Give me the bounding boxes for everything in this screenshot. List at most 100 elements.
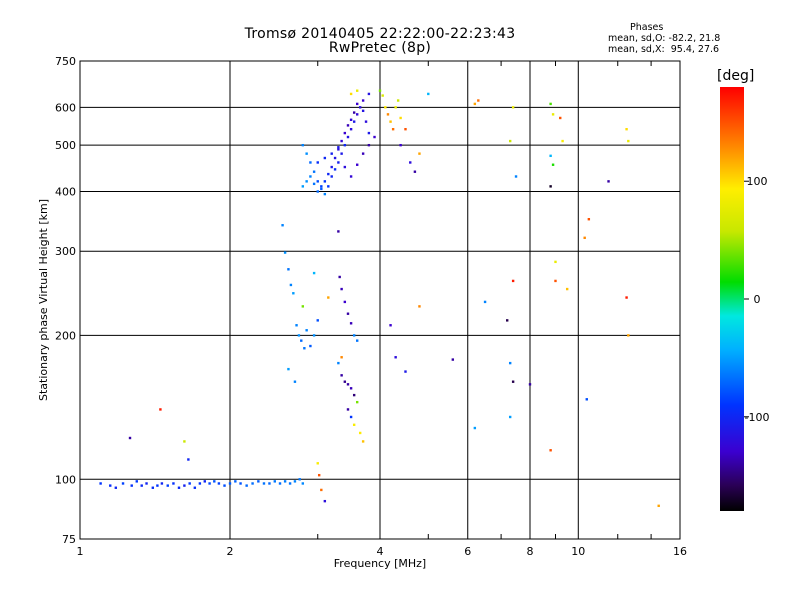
- data-point: [289, 283, 293, 287]
- data-point: [305, 329, 308, 332]
- data-point: [349, 127, 353, 131]
- data-point: [327, 296, 330, 299]
- data-point: [361, 440, 365, 443]
- data-point: [551, 113, 555, 116]
- data-point: [273, 480, 276, 483]
- data-point: [333, 168, 337, 171]
- data-point: [349, 118, 353, 122]
- data-point: [391, 127, 395, 131]
- data-point: [389, 324, 392, 327]
- grid-lines: [80, 61, 680, 539]
- data-point: [317, 473, 321, 477]
- data-point: [355, 102, 359, 106]
- x-tick-label: 1: [77, 545, 84, 558]
- data-point: [323, 156, 327, 160]
- data-point: [228, 482, 232, 485]
- data-point: [337, 146, 340, 149]
- data-point: [293, 480, 297, 483]
- data-point: [554, 260, 557, 264]
- plot-frame: [79, 60, 681, 540]
- data-point: [346, 408, 350, 411]
- data-point: [349, 175, 353, 178]
- data-point: [297, 334, 301, 337]
- data-point: [514, 175, 518, 178]
- data-point: [309, 161, 312, 164]
- data-point: [349, 322, 353, 325]
- data-point: [508, 415, 512, 419]
- data-point: [364, 120, 368, 123]
- data-point: [333, 156, 337, 160]
- data-point: [337, 148, 340, 151]
- data-point: [349, 387, 353, 390]
- data-point: [128, 436, 132, 440]
- data-point: [352, 111, 356, 114]
- x-tick-label: 4: [377, 545, 384, 558]
- data-point: [607, 180, 610, 183]
- data-point: [287, 268, 290, 271]
- data-point: [166, 484, 169, 487]
- data-point: [245, 484, 248, 487]
- data-point: [511, 380, 515, 383]
- data-point: [565, 287, 569, 291]
- data-point: [551, 163, 555, 166]
- data-point: [528, 383, 532, 386]
- data-point: [477, 99, 480, 102]
- data-point: [295, 324, 298, 327]
- data-point: [394, 356, 397, 359]
- data-point: [627, 334, 630, 337]
- data-point: [99, 482, 102, 485]
- y-axis-label: Stationary phase Virtual Height [km]: [37, 199, 50, 401]
- data-point: [587, 218, 591, 221]
- data-point: [483, 300, 487, 304]
- data-point: [251, 482, 254, 485]
- data-point: [361, 109, 365, 113]
- y-tick-label: 200: [55, 329, 76, 342]
- data-point: [343, 143, 347, 147]
- data-point: [625, 127, 628, 131]
- data-point: [549, 102, 552, 106]
- data-point: [298, 478, 301, 481]
- colorbar-ticks: 100 0 -100: [744, 175, 769, 424]
- data-point: [373, 135, 376, 139]
- colorbar-tick-label: 0: [754, 293, 761, 306]
- data-point: [346, 383, 350, 386]
- data-point: [300, 339, 303, 342]
- data-point: [183, 484, 186, 487]
- data-point: [340, 287, 343, 291]
- data-point: [367, 143, 371, 147]
- x-tick-label: 2: [227, 545, 234, 558]
- data-point: [323, 192, 327, 196]
- data-point: [399, 116, 402, 120]
- data-point: [330, 152, 333, 155]
- data-point: [278, 482, 282, 485]
- data-point: [312, 170, 316, 173]
- data-point: [316, 462, 319, 465]
- data-point: [404, 127, 407, 131]
- data-point: [355, 113, 359, 116]
- data-point: [183, 440, 186, 443]
- data-point: [121, 482, 125, 485]
- data-point: [352, 120, 356, 123]
- data-point: [343, 165, 347, 169]
- data-point: [338, 275, 341, 279]
- data-point: [109, 484, 112, 487]
- data-point: [625, 296, 628, 299]
- data-point: [330, 175, 333, 178]
- data-point: [135, 480, 138, 483]
- data-point: [301, 143, 305, 147]
- data-point: [389, 120, 392, 123]
- data-point: [288, 482, 292, 485]
- data-point: [561, 139, 564, 143]
- data-point: [346, 124, 350, 127]
- x-tick-label: 6: [464, 545, 471, 558]
- data-point: [340, 374, 343, 377]
- data-point: [657, 504, 660, 508]
- y-tick-label: 300: [55, 245, 76, 258]
- x-tick-label: 10: [571, 545, 585, 558]
- data-point: [217, 482, 221, 485]
- data-point: [257, 480, 260, 483]
- data-point: [378, 89, 382, 92]
- data-point: [627, 139, 630, 143]
- data-point: [320, 185, 323, 188]
- data-point: [404, 370, 407, 373]
